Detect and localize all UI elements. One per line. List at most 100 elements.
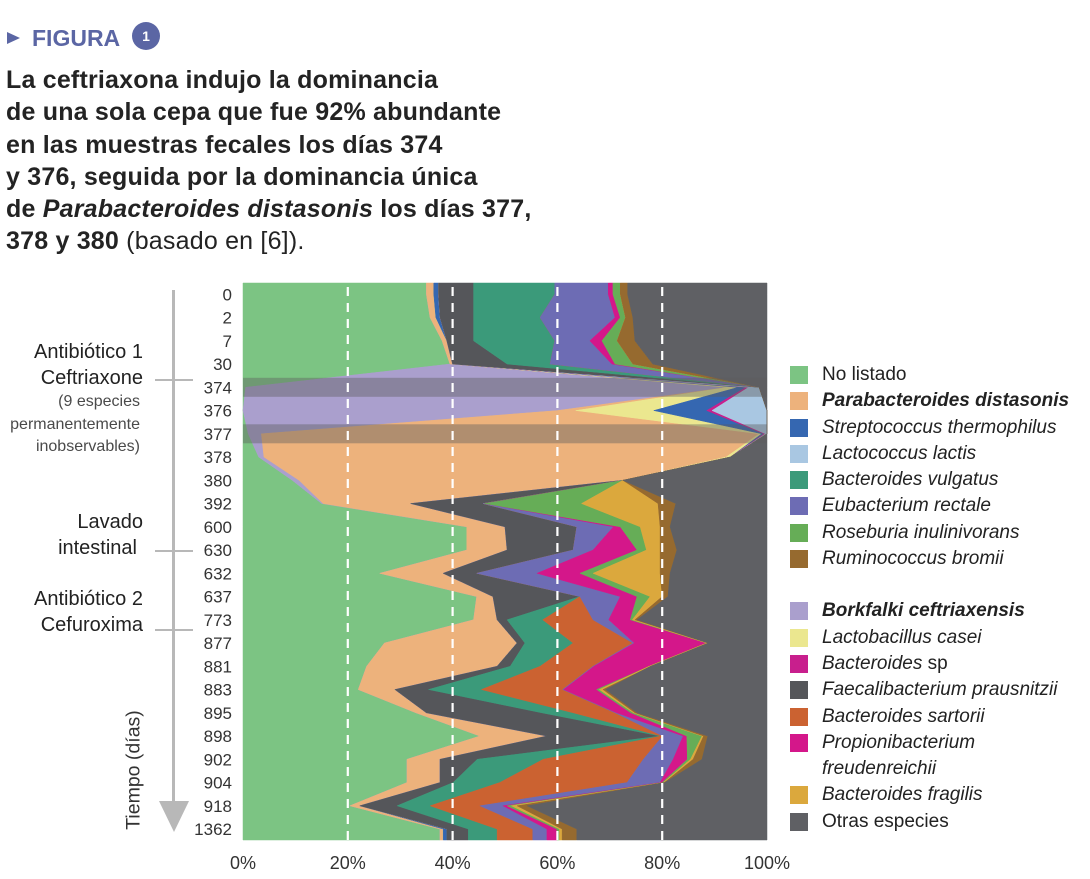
note-line: inobservables) [35,438,140,455]
caption-text: de [6,195,43,224]
legend-item-otras-especies: Otras especies [790,809,1088,835]
arrow-down-icon [159,801,189,832]
y-tick-label: 374 [204,378,232,397]
legend-label: Bacteroides fragilis [822,784,983,806]
washout-annotation: Lavado intestinal [0,510,143,561]
antibiotic-2-title: Antibiótico 2 [34,588,143,610]
legend-swatch [790,786,808,805]
legend-item-ruminococcus-bromii: Ruminococcus bromii [790,546,1088,572]
legend-label: No listado [822,364,907,385]
y-tick-label: 1362 [194,820,232,839]
antibiotic-1-annotation: Antibiótico 1 Ceftriaxone [0,340,143,391]
y-tick-label: 392 [204,495,232,514]
highlight-band-377 [243,424,767,444]
legend-label: Streptococcus thermophilus [822,416,1057,438]
y-tick-label: 918 [204,797,232,816]
legend-label: Propionibacterium freudenreichii [822,731,976,780]
legend-item-lactococcus-lactis: Lactococcus lactis [790,441,1088,467]
legend-label: Bacteroides sp [822,651,948,677]
y-tick-label: 0 [223,285,232,304]
legend: No listado Parabacteroides distasonis Stre… [790,362,1088,835]
caption-line-3: en las muestras fecales los días 374 [6,130,443,159]
legend-swatch [790,681,808,700]
legend-item-parabacteroides-distasonis: Parabacteroides distasonis [790,388,1088,414]
legend-swatch [790,654,808,673]
y-tick-label: 30 [213,355,232,374]
y-axis-tick-labels: 0 2 7 30 374 376 377 378 380 392 600 630 632 637 773 87… [194,285,232,839]
legend-item-streptococcus-thermophilus: Streptococcus thermophilus [790,415,1088,441]
caption-line-6: 378 y 380 (basado en [6]). [6,225,532,257]
play-triangle-icon [7,32,20,44]
legend-item-bacteroides-sp: Bacteroides sp [790,651,1088,677]
y-tick-label: 600 [204,518,232,537]
y-tick-label: 7 [223,332,232,351]
legend-label: Lactobacillus casei [822,626,982,648]
legend-item-propionibacterium-freudenreichii: Propionibacterium freudenreichii [790,730,1088,783]
caption-line-1: La ceftriaxona indujo la dominancia [6,66,439,94]
area-otras-especies [526,282,768,841]
x-tick-label: 20% [330,853,366,873]
y-tick-label: 902 [204,750,232,769]
legend-label: Bacteroides vulgatus [822,469,999,491]
antibiotic-2-annotation: Antibiótico 2 Cefuroxima [0,587,143,638]
caption-days: 378 y 380 [6,227,120,256]
y-axis-title: Tiempo (días) [122,710,145,830]
note-line: (9 especies [58,393,140,410]
y-tick-label: 895 [204,704,232,723]
legend-swatch [790,550,808,569]
y-tick-label: 632 [204,564,232,583]
y-tick-label: 637 [204,588,232,607]
legend-swatch [790,392,808,411]
legend-item-eubacterium-rectale: Eubacterium rectale [790,493,1088,519]
gridlines [346,287,664,840]
legend-swatch [790,366,808,384]
y-tick-label: 378 [204,448,232,467]
y-tick-label: 380 [204,471,232,490]
x-axis-tick-labels: 0% 20% 40% 60% 80% 100% [230,853,790,873]
y-tick-label: 376 [204,402,232,421]
y-tick-label: 883 [204,681,232,700]
highlight-band-374 [243,377,767,397]
y-tick-label: 881 [204,657,232,676]
y-tick-label: 630 [204,541,232,560]
legend-label: Eubacterium rectale [822,495,991,517]
legend-label: Faecalibacterium prausnitzii [822,679,1058,701]
legend-swatch [790,471,808,490]
legend-swatch [790,523,808,542]
antibiotic-1-note: (9 especies permanentemente inobservable… [0,391,140,459]
legend-item-lactobacillus-casei: Lactobacillus casei [790,625,1088,651]
legend-label: Parabacteroides distasonis [822,390,1070,412]
antibiotic-2-drug: Cefuroxima [40,613,143,636]
legend-swatch [790,418,808,437]
legend-swatch [790,602,808,621]
figure-caption: La ceftriaxona indujo la dominancia de u… [6,64,532,258]
legend-label-genus: Bacteroides [822,652,923,674]
washout-line-1: Lavado [77,511,143,533]
legend-swatch [790,497,808,516]
x-tick-label: 0% [230,853,256,873]
legend-item-bacteroides-vulgatus: Bacteroides vulgatus [790,467,1088,493]
caption-reference: (basado en [6]). [119,227,305,256]
legend-item-bacteroides-fragilis: Bacteroides fragilis [790,782,1088,808]
legend-label-suffix: sp [922,652,948,674]
legend-group: No listado Parabacteroides distasonis Stre… [790,362,1088,572]
legend-label: Ruminococcus bromii [822,548,1004,570]
y-tick-label: 773 [204,611,232,630]
legend-swatch [790,707,808,726]
legend-swatch [790,444,808,463]
legend-label: Bacteroides sartorii [822,705,985,727]
caption-line-5: de Parabacteroides distasonis los días 3… [6,193,532,225]
x-tick-label: 80% [644,853,680,873]
caption-species-name: Parabacteroides distasonis [42,195,374,224]
legend-swatch [790,628,808,647]
y-tick-label: 877 [204,634,232,653]
legend-item-roseburia-inulinivorans: Roseburia inulinivorans [790,520,1088,546]
y-tick-label: 377 [204,425,232,444]
time-axis-line [172,290,175,802]
y-tick-label: 898 [204,727,232,746]
legend-label: Borkfalki ceftriaxensis [822,600,1025,622]
legend-swatch [790,733,808,752]
washout-line-2: intestinal [58,536,137,559]
legend-label: Otras especies [822,810,949,832]
